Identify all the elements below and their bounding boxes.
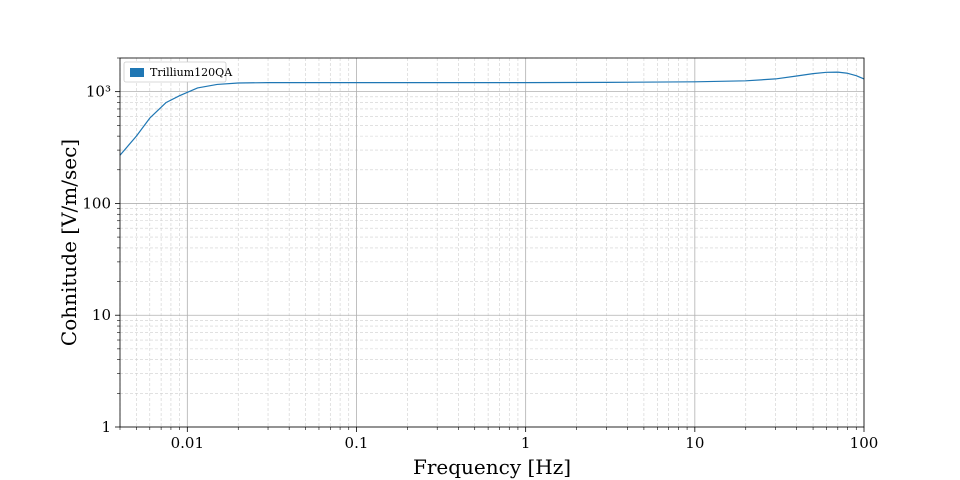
x-tick-label: 0.01: [171, 434, 204, 452]
y-tick-labels: 1 10 100 10³: [82, 83, 111, 436]
x-tick-label: 100: [850, 434, 879, 452]
legend-box: [123, 61, 227, 83]
y-tick-label: 10: [92, 306, 111, 324]
x-tick-labels: 0.01 0.1 1 10 100: [171, 434, 879, 452]
y-axis-label: Cohnitude [V/m/sec]: [57, 139, 81, 346]
y-tick-label: 100: [82, 194, 111, 212]
x-tick-label: 1: [521, 434, 531, 452]
legend-swatch: [130, 68, 144, 77]
legend: Trillium120QA: [123, 61, 233, 83]
minor-gridlines: [119, 57, 864, 427]
series-layer: [119, 71, 865, 156]
y-tick-label: 10³: [86, 83, 111, 101]
tick-marks: [115, 57, 865, 432]
x-tick-label: 0.1: [345, 434, 369, 452]
major-gridlines: [120, 58, 865, 428]
x-tick-label: 10: [685, 434, 704, 452]
y-tick-label: 1: [101, 418, 111, 436]
series-line-trillium120qa: [119, 71, 865, 156]
plot-frame: [119, 57, 865, 428]
legend-entry-trillium120qa: Trillium120QA: [150, 66, 233, 79]
x-axis-label: Frequency [Hz]: [413, 455, 571, 479]
